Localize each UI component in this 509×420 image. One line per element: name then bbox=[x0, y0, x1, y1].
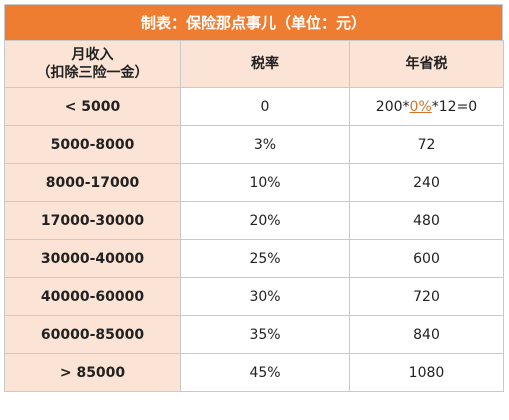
table-row: > 85000 45% 1080 bbox=[4, 353, 504, 392]
income-range-cell: < 5000 bbox=[4, 87, 181, 126]
income-range-cell: 8000-17000 bbox=[4, 163, 181, 202]
table-row: 30000-40000 25% 600 bbox=[4, 239, 504, 278]
saving-cell: 240 bbox=[349, 163, 504, 202]
header-saving: 年省税 bbox=[349, 40, 504, 88]
header-income-line1: 月收入 bbox=[71, 47, 114, 63]
income-range-cell: > 85000 bbox=[4, 353, 181, 392]
rate-cell: 25% bbox=[180, 239, 350, 278]
saving-cell: 720 bbox=[349, 277, 504, 316]
rate-link[interactable]: 0% bbox=[409, 98, 432, 115]
header-row: 月收入 （扣除三险一金） 税率 年省税 bbox=[4, 40, 504, 88]
rate-cell: 30% bbox=[180, 277, 350, 316]
saving-cell: 200*0%*12=0 bbox=[349, 87, 504, 126]
income-range-cell: 60000-85000 bbox=[4, 315, 181, 354]
saving-suffix: *12=0 bbox=[431, 98, 478, 115]
table-title: 制表：保险那点事儿（单位：元） bbox=[4, 4, 503, 40]
header-income: 月收入 （扣除三险一金） bbox=[4, 40, 181, 88]
saving-cell: 480 bbox=[349, 201, 504, 240]
income-range-cell: 40000-60000 bbox=[4, 277, 181, 316]
saving-cell: 840 bbox=[349, 315, 504, 354]
saving-cell: 72 bbox=[349, 125, 504, 164]
table-row: 40000-60000 30% 720 bbox=[4, 277, 504, 316]
income-range-cell: 17000-30000 bbox=[4, 201, 181, 240]
rate-cell: 35% bbox=[180, 315, 350, 354]
rate-cell: 45% bbox=[180, 353, 350, 392]
rate-cell: 0 bbox=[180, 87, 350, 126]
table-row: 5000-8000 3% 72 bbox=[4, 125, 504, 164]
table-row: < 5000 0 200*0%*12=0 bbox=[4, 87, 504, 126]
header-income-line2: （扣除三险一金） bbox=[36, 65, 149, 81]
saving-cell: 600 bbox=[349, 239, 504, 278]
income-range-cell: 30000-40000 bbox=[4, 239, 181, 278]
saving-cell: 1080 bbox=[349, 353, 504, 392]
rate-cell: 20% bbox=[180, 201, 350, 240]
table-row: 8000-17000 10% 240 bbox=[4, 163, 504, 202]
table-row: 17000-30000 20% 480 bbox=[4, 201, 504, 240]
income-range-cell: 5000-8000 bbox=[4, 125, 181, 164]
rate-cell: 3% bbox=[180, 125, 350, 164]
saving-prefix: 200* bbox=[375, 98, 410, 115]
tax-table-container: 制表：保险那点事儿（单位：元） 月收入 （扣除三险一金） 税率 年省税 < 50… bbox=[4, 4, 504, 392]
tax-table: 月收入 （扣除三险一金） 税率 年省税 < 5000 0 200*0%*12=0… bbox=[4, 40, 504, 392]
table-row: 60000-85000 35% 840 bbox=[4, 315, 504, 354]
rate-cell: 10% bbox=[180, 163, 350, 202]
header-rate: 税率 bbox=[180, 40, 350, 88]
